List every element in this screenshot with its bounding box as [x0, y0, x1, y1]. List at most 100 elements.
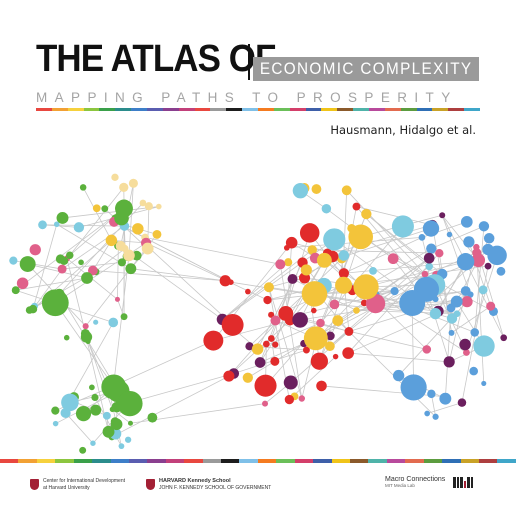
network-edge	[466, 255, 498, 353]
title-main: THE ATLAS OF	[36, 38, 276, 80]
network-edge	[62, 206, 159, 219]
network-nodes	[9, 173, 508, 454]
network-node	[91, 393, 99, 402]
network-node	[139, 199, 147, 207]
network-node	[254, 357, 266, 368]
network-node	[9, 256, 18, 265]
macro-connections-sub: MIT Media Lab	[385, 482, 415, 488]
network-node	[262, 400, 269, 407]
color-bar-segment	[331, 459, 351, 463]
hks-name: HARVARD Kennedy School	[159, 478, 231, 484]
network-node	[245, 342, 254, 351]
color-bar-segment	[165, 459, 185, 463]
network-edge	[113, 255, 130, 387]
color-bar-segment	[178, 108, 195, 111]
network-edge	[474, 226, 485, 333]
network-node	[63, 334, 70, 341]
network-node	[323, 228, 346, 251]
color-bar-segment	[92, 459, 111, 463]
network-edge	[222, 261, 289, 320]
title-secondary: ECONOMIC COMPLEXITY	[259, 59, 473, 78]
network-node	[203, 330, 224, 351]
network-node	[325, 331, 335, 341]
network-edge	[431, 225, 485, 249]
color-bar-segment	[405, 459, 424, 463]
network-node	[459, 338, 471, 351]
network-edge	[54, 302, 114, 387]
network-edge	[59, 202, 144, 295]
network-node	[361, 208, 372, 220]
network-node	[298, 395, 306, 402]
color-bar-segment	[36, 108, 52, 111]
network-edge	[356, 206, 427, 290]
network-node	[439, 392, 452, 405]
network-node	[132, 223, 144, 235]
network-node	[338, 268, 349, 279]
color-bar-segment	[460, 459, 479, 463]
color-bar-segment	[131, 108, 148, 111]
network-node	[120, 313, 128, 321]
network-edge	[268, 277, 305, 288]
product-space-network	[9, 173, 508, 454]
network-node	[90, 440, 96, 446]
color-bar-segment	[99, 108, 116, 111]
network-edge	[117, 245, 119, 300]
network-node	[56, 211, 69, 224]
color-bar-segment	[194, 108, 211, 111]
network-edge	[476, 252, 485, 384]
network-node	[38, 220, 47, 230]
network-node	[450, 295, 463, 308]
hks-logo: HARVARD Kennedy School JOHN F. KENNEDY S…	[146, 478, 271, 492]
color-bar-segment	[478, 459, 498, 463]
network-node	[73, 222, 85, 233]
network-node	[325, 341, 335, 352]
network-node	[263, 295, 272, 305]
network-edge	[27, 263, 88, 279]
network-node	[478, 221, 490, 232]
network-node	[111, 173, 119, 181]
network-node	[66, 251, 74, 260]
network-node	[51, 406, 60, 415]
network-node	[262, 340, 270, 348]
color-bar-segment	[442, 459, 461, 463]
network-node	[299, 223, 320, 243]
network-node	[473, 335, 495, 357]
network-node	[115, 199, 133, 218]
network-node	[79, 184, 87, 191]
network-node	[338, 250, 350, 261]
network-node	[457, 398, 467, 407]
network-node	[321, 203, 332, 214]
network-edge	[427, 402, 463, 414]
network-edge	[337, 320, 436, 418]
color-bar-segment	[226, 108, 243, 111]
color-bar-segment	[384, 108, 401, 111]
color-bar-segment	[448, 108, 465, 111]
network-node	[147, 412, 158, 423]
color-bar-segment	[55, 459, 74, 463]
network-node	[446, 313, 458, 324]
network-node	[435, 248, 444, 258]
network-node	[316, 252, 332, 268]
network-node	[155, 203, 162, 210]
network-node	[352, 202, 361, 211]
network-node	[78, 259, 84, 266]
network-node	[310, 352, 329, 370]
network-node	[92, 204, 101, 213]
color-bar-segment	[239, 459, 258, 463]
network-node	[332, 353, 339, 360]
network-node	[422, 220, 440, 237]
color-bar-segment	[147, 459, 166, 463]
network-node	[500, 334, 508, 342]
color-bar-segment	[83, 108, 100, 111]
color-bar-segment	[464, 108, 481, 111]
color-bar-segment	[416, 108, 433, 111]
network-edge	[113, 340, 214, 387]
network-node	[391, 215, 414, 238]
network-edge	[441, 215, 479, 261]
network-edge	[32, 224, 58, 310]
network-edge	[86, 336, 113, 410]
color-bar-segment	[400, 108, 417, 111]
network-node	[275, 259, 286, 270]
network-node	[61, 393, 79, 412]
network-edge	[111, 375, 230, 438]
